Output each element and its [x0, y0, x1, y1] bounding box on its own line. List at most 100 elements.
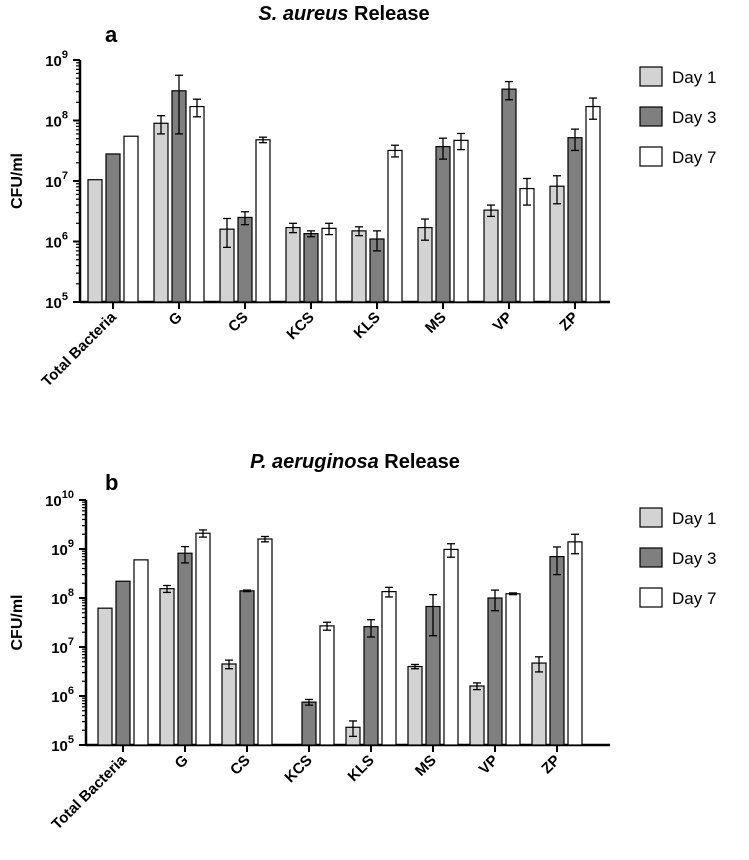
chart-panel-a: S. aureus ReleaseaCFU/ml105106107108109T…	[9, 3, 716, 390]
y-tick-label: 105	[51, 734, 74, 755]
x-category-label: KCS	[281, 752, 315, 786]
y-tick-exponent: 10	[62, 489, 74, 501]
chart-panel-b: P. aeruginosa ReleasebCFU/ml105106107108…	[9, 451, 716, 833]
bar	[443, 548, 459, 746]
x-category-label: Total Bacteria	[48, 751, 130, 833]
bar	[301, 701, 317, 746]
panel-letter: a	[105, 22, 118, 47]
chart-title: S. aureus Release	[258, 3, 429, 25]
bar	[469, 685, 485, 746]
legend-swatch	[639, 106, 663, 127]
y-tick-label: 105	[45, 291, 68, 312]
legend-label: Day 7	[672, 589, 716, 608]
legend-label: Day 1	[672, 509, 716, 528]
bar	[505, 593, 521, 746]
bar	[585, 105, 601, 303]
bar	[321, 227, 337, 303]
bar	[189, 105, 205, 303]
chart-title-rest: Release	[379, 451, 460, 473]
bar	[549, 555, 565, 746]
bar	[159, 588, 175, 746]
x-category-label: MS	[422, 309, 450, 337]
bar	[407, 665, 423, 746]
legend-swatch	[639, 66, 663, 87]
bar	[351, 230, 367, 303]
legend-swatch	[639, 146, 663, 167]
bar	[237, 216, 253, 303]
x-category-label: MS	[412, 752, 440, 780]
y-tick-base: 10	[45, 114, 62, 131]
y-tick-base: 10	[51, 591, 68, 608]
bar	[319, 625, 335, 746]
y-tick-base: 10	[45, 53, 62, 70]
bar	[303, 233, 319, 303]
y-tick-base: 10	[45, 174, 62, 191]
legend-label: Day 3	[672, 549, 716, 568]
y-tick-exponent: 5	[62, 291, 68, 303]
y-tick-base: 10	[51, 689, 68, 706]
y-tick-label: 107	[45, 170, 68, 191]
bar	[435, 146, 451, 303]
chart-title-italic: P. aeruginosa	[250, 451, 379, 473]
bar	[195, 532, 211, 746]
y-tick-label: 106	[45, 231, 68, 252]
bar	[567, 541, 583, 746]
panel-letter: b	[105, 470, 118, 495]
y-tick-exponent: 5	[68, 734, 74, 746]
bar	[531, 662, 547, 746]
y-tick-exponent: 7	[68, 636, 74, 648]
bar	[501, 88, 517, 303]
bar	[87, 179, 103, 303]
bar	[285, 226, 301, 303]
y-tick-base: 10	[45, 493, 62, 510]
y-tick-label: 108	[51, 587, 74, 608]
x-category-label: ZP	[538, 752, 564, 778]
x-category-label: KCS	[283, 309, 317, 343]
bar	[115, 580, 131, 746]
bar	[381, 591, 397, 746]
bar	[255, 139, 271, 303]
legend-swatch	[639, 507, 663, 528]
bar	[239, 590, 255, 746]
x-category-label: G	[172, 752, 192, 772]
bar	[177, 552, 193, 746]
y-tick-exponent: 7	[62, 170, 68, 182]
bar	[487, 597, 503, 746]
y-tick-base: 10	[51, 542, 68, 559]
y-tick-exponent: 6	[62, 231, 68, 243]
bar	[123, 135, 139, 303]
y-axis-label: CFU/ml	[9, 595, 26, 651]
bar	[387, 149, 403, 303]
legend-label: Day 3	[672, 108, 716, 127]
bar	[257, 538, 273, 746]
x-category-label: KLS	[351, 309, 384, 342]
bar	[453, 139, 469, 303]
y-tick-label: 106	[51, 685, 74, 706]
y-tick-exponent: 8	[62, 110, 68, 122]
x-category-label: VP	[490, 309, 516, 335]
y-tick-exponent: 9	[68, 538, 74, 550]
y-tick-label: 109	[51, 538, 74, 559]
legend-swatch	[639, 547, 663, 568]
bar	[363, 626, 379, 746]
y-tick-exponent: 8	[68, 587, 74, 599]
y-tick-label: 107	[51, 636, 74, 657]
y-tick-exponent: 9	[62, 49, 68, 61]
x-category-label: KLS	[345, 752, 378, 785]
bar	[153, 122, 169, 303]
y-tick-base: 10	[51, 640, 68, 657]
x-category-label: G	[166, 309, 186, 329]
x-category-label: VP	[476, 752, 502, 778]
chart-title-italic: S. aureus	[258, 3, 348, 25]
y-tick-exponent: 6	[68, 685, 74, 697]
y-tick-base: 10	[45, 235, 62, 252]
y-tick-base: 10	[51, 738, 68, 755]
legend-swatch	[639, 587, 663, 608]
x-category-label: CS	[227, 752, 254, 779]
bar	[133, 559, 149, 746]
bar	[221, 663, 237, 746]
legend-label: Day 1	[672, 68, 716, 87]
x-category-label: Total Bacteria	[38, 308, 120, 390]
y-axis-label: CFU/ml	[9, 153, 26, 209]
